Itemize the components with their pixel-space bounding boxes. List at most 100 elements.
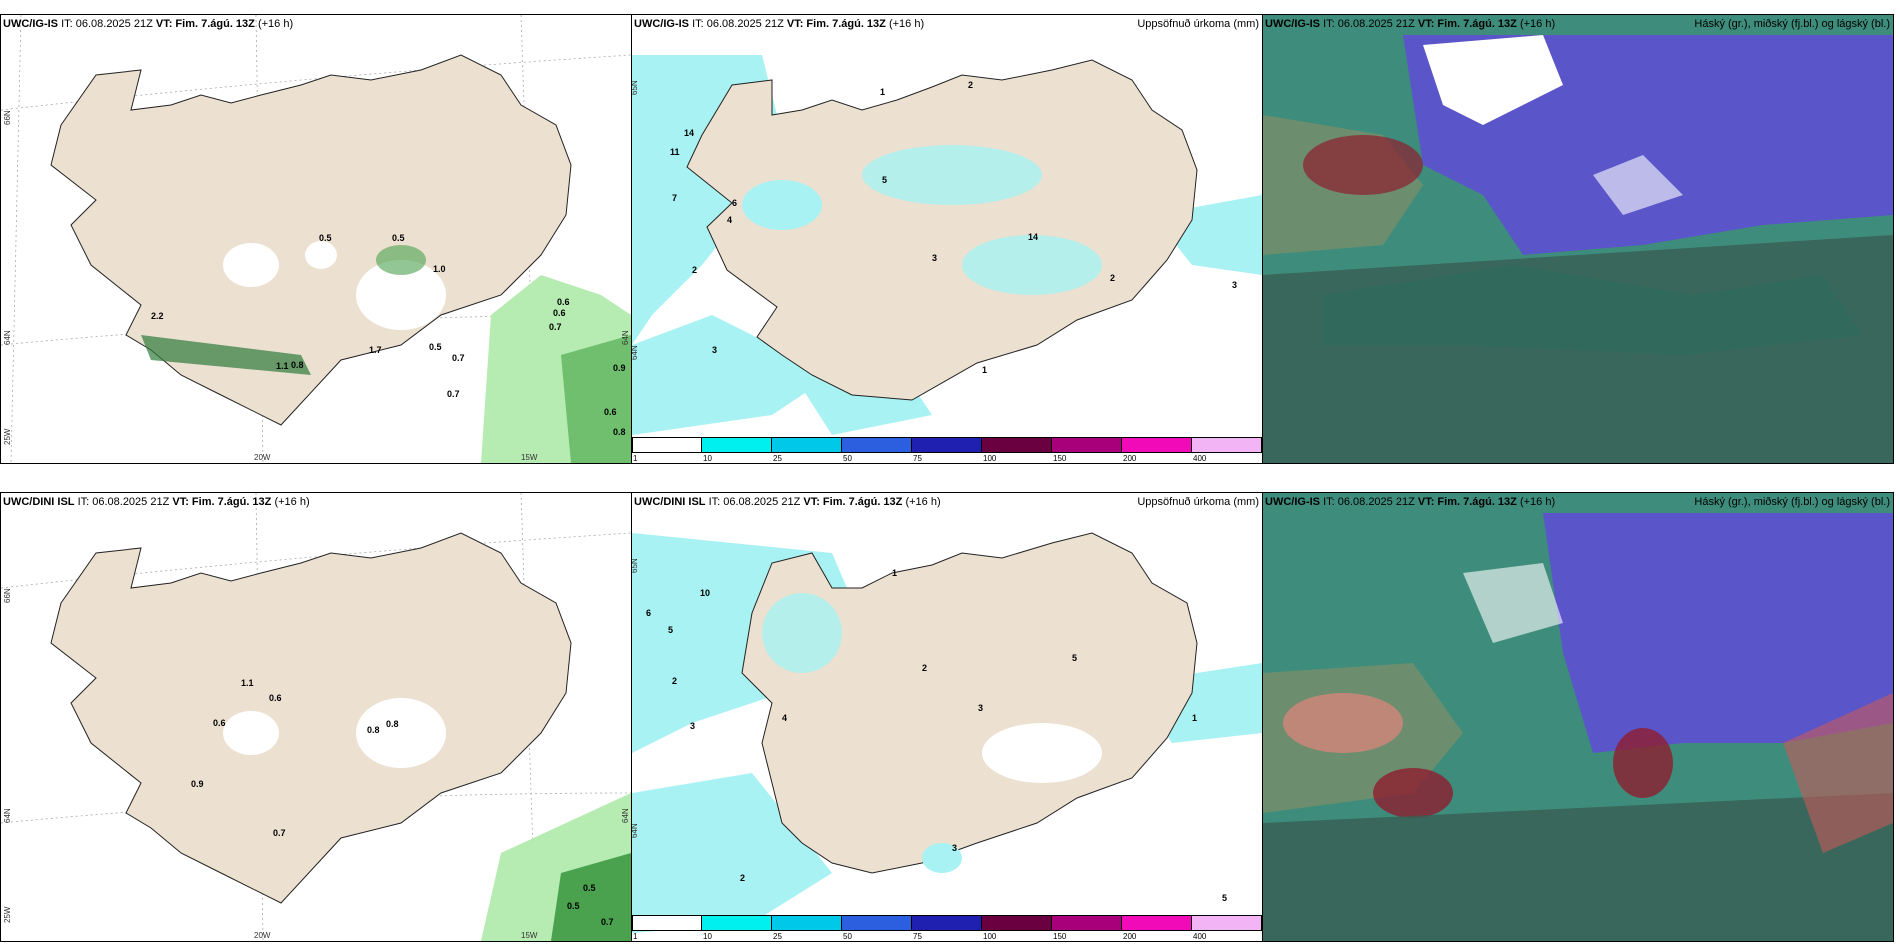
- lon-label: 15W: [521, 931, 538, 940]
- precip-panel-bottom: UWC/DINI ISL IT: 06.08.2025 21Z VT: Fim.…: [631, 492, 1263, 942]
- colorbar: 1 10 25 50 75 100 150 200 400: [632, 915, 1262, 941]
- precip-value: 3: [932, 253, 938, 263]
- precip-value: 2.2: [151, 311, 164, 321]
- precip-value: 3: [952, 843, 958, 853]
- lon-label: 25W: [3, 428, 12, 445]
- colorbar-swatch: [1052, 915, 1122, 931]
- precip-value: 3: [712, 345, 718, 355]
- precip-value: 1.1: [276, 361, 289, 371]
- colorbar-frame: [632, 437, 1262, 453]
- precip-value: 1: [880, 87, 886, 97]
- precip-panel-title: Uppsöfnuð úrkoma (mm): [1137, 18, 1259, 30]
- lon-label: 20W: [254, 931, 271, 940]
- precip-value: 2: [672, 676, 678, 686]
- colorbar-frame: [632, 915, 1262, 931]
- lat-label: 64N: [621, 330, 630, 345]
- precip-value: 1.0: [433, 264, 446, 274]
- colorbar-tick-label: 150: [1053, 932, 1067, 941]
- cloud-panel-title: Háský (gr.), miðský (fj.bl.) og lágský (…: [1694, 496, 1890, 508]
- colorbar-swatch: [982, 915, 1052, 931]
- precip-value: 6: [732, 198, 738, 208]
- precip-value: 2: [922, 663, 928, 673]
- precip-value: 0.5: [392, 233, 405, 243]
- precip-value: 10: [700, 588, 711, 598]
- precip-value: 11: [670, 147, 680, 157]
- lat-label: 64N: [621, 808, 630, 823]
- precip-value: 0.6: [604, 407, 617, 417]
- iceland-map-wind-top: [1, 15, 631, 463]
- lat-label: 64N: [631, 823, 639, 838]
- precip-value: 5: [882, 175, 888, 185]
- precip-value: 0.9: [613, 363, 626, 373]
- colorbar-tick-label: 200: [1123, 454, 1137, 463]
- iceland-land: [686, 59, 1198, 401]
- precip-value: 4: [727, 215, 733, 225]
- precip-value: 2: [968, 80, 974, 90]
- panel-title: UWC/DINI ISL IT: 06.08.2025 21Z VT: Fim.…: [634, 496, 941, 508]
- precip-value: 0.7: [273, 828, 286, 838]
- iceland-map-precip-bottom: [632, 493, 1262, 941]
- precip-value: 1.1: [241, 678, 254, 688]
- colorbar-tick-label: 100: [983, 454, 997, 463]
- colorbar-tick-label: 400: [1193, 932, 1207, 941]
- iceland-land: [50, 54, 572, 426]
- colorbar-swatch: [982, 437, 1052, 453]
- lat-label: 65N: [631, 80, 639, 95]
- colorbar-swatch: [772, 915, 842, 931]
- lat-label: 64N: [3, 330, 12, 345]
- colorbar-tick-label: 75: [913, 932, 922, 941]
- precip-value: 1.7: [369, 345, 382, 355]
- precip-value: 3: [1232, 280, 1238, 290]
- precip-value: 5: [1072, 653, 1078, 663]
- iceland-land: [50, 532, 572, 904]
- panel-title: UWC/IG-IS IT: 06.08.2025 21Z VT: Fim. 7.…: [634, 18, 925, 30]
- colorbar-tick-label: 1: [633, 932, 638, 941]
- colorbar-tick-label: 25: [773, 454, 782, 463]
- colorbar-swatch: [772, 437, 842, 453]
- precip-value: 5: [668, 625, 674, 635]
- iceland-map-precip-top: [632, 15, 1262, 463]
- precip-value: 0.8: [613, 427, 626, 437]
- cloud-map-top: [1263, 15, 1893, 463]
- precip-value: 4: [782, 713, 788, 723]
- wind-panel-top: UWC/IG-IS IT: 06.08.2025 21Z VT: Fim. 7.…: [0, 14, 632, 464]
- colorbar-swatch: [1122, 915, 1192, 931]
- lon-label: 20W: [254, 453, 271, 462]
- precip-value: 2: [692, 265, 698, 275]
- precip-value: 1: [1192, 713, 1198, 723]
- precip-value: 3: [690, 721, 696, 731]
- precip-panel-title: Uppsöfnuð úrkoma (mm): [1137, 496, 1259, 508]
- cloud-panel-title: Háský (gr.), miðský (fj.bl.) og lágský (…: [1694, 18, 1890, 30]
- precip-value: 0.6: [557, 297, 570, 307]
- colorbar-swatch: [702, 437, 772, 453]
- colorbar-swatch: [842, 437, 912, 453]
- colorbar-tick-label: 1: [633, 454, 638, 463]
- precip-value: 0.7: [601, 917, 614, 927]
- precip-panel-top: UWC/IG-IS IT: 06.08.2025 21Z VT: Fim. 7.…: [631, 14, 1263, 464]
- cloud-panel-bottom: UWC/IG-IS IT: 06.08.2025 21Z VT: Fim. 7.…: [1262, 492, 1894, 942]
- precip-value: 0.7: [549, 322, 562, 332]
- precip-value: 14: [684, 128, 695, 138]
- wind-panel-bottom: UWC/DINI ISL IT: 06.08.2025 21Z VT: Fim.…: [0, 492, 632, 942]
- precip-value: 1: [892, 568, 898, 578]
- colorbar-tick-label: 75: [913, 454, 922, 463]
- colorbar-tick-label: 200: [1123, 932, 1137, 941]
- colorbar-tick-label: 25: [773, 932, 782, 941]
- precip-value: 0.9: [191, 779, 204, 789]
- lon-label: 15W: [521, 453, 538, 462]
- precip-value: 0.7: [447, 389, 460, 399]
- precip-value: 0.7: [452, 353, 465, 363]
- precip-value: 14: [1028, 232, 1039, 242]
- colorbar-swatch: [912, 915, 982, 931]
- lon-label: 25W: [3, 906, 12, 923]
- cloud-map-bottom: [1263, 493, 1893, 941]
- precip-value: 3: [978, 703, 984, 713]
- colorbar-swatch: [1052, 437, 1122, 453]
- cloud-panel-top: UWC/IG-IS IT: 06.08.2025 21Z VT: Fim. 7.…: [1262, 14, 1894, 464]
- precip-value: 0.6: [213, 718, 226, 728]
- precip-value: 6: [646, 608, 652, 618]
- colorbar-swatch: [912, 437, 982, 453]
- precip-value: 0.8: [386, 719, 399, 729]
- precip-value: 0.5: [567, 901, 580, 911]
- lat-label: 66N: [3, 110, 12, 125]
